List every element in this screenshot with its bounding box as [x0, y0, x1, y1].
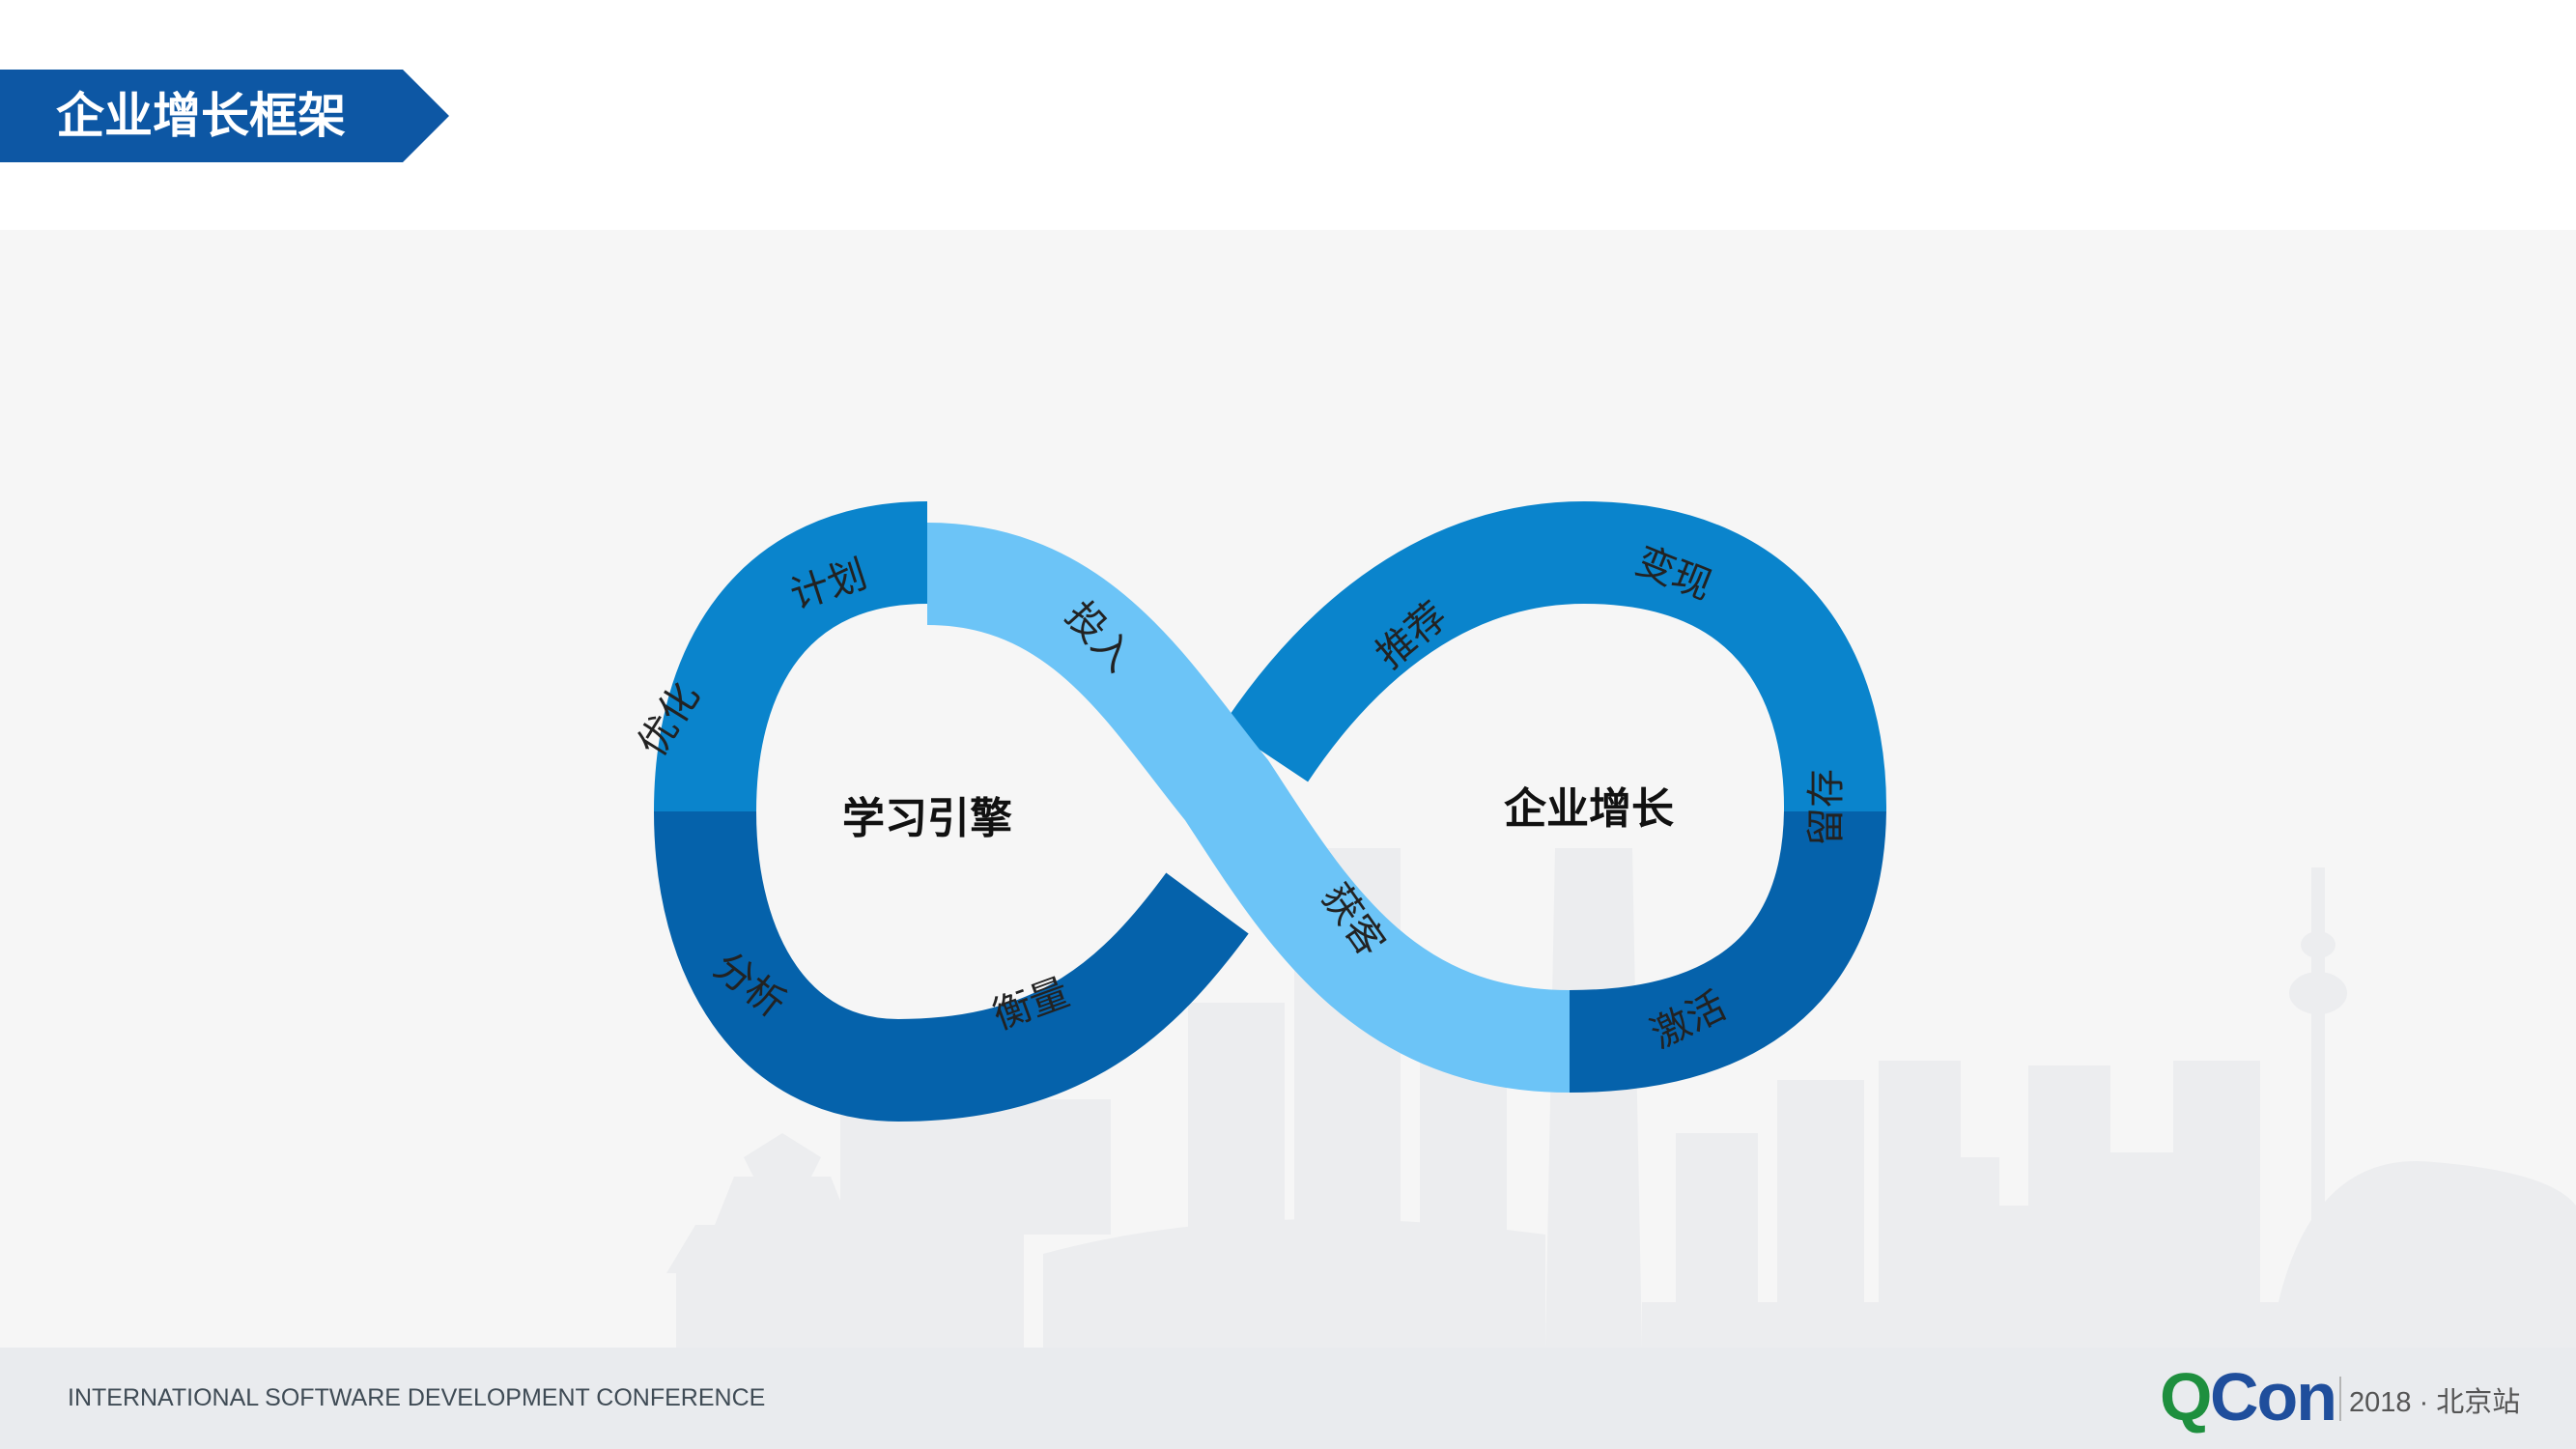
conference-name: INTERNATIONAL SOFTWARE DEVELOPMENT CONFE… [68, 1384, 766, 1411]
crossing-band [925, 523, 1571, 1093]
qcon-logo-q: Q [2160, 1359, 2213, 1435]
qcon-logo-con: Con [2210, 1359, 2337, 1435]
stage-retain-label: 留存 [1804, 769, 1849, 846]
qcon-edition-label: 2018 · 北京站 [2349, 1387, 2521, 1418]
left-loop [653, 501, 1249, 1122]
right-loop-label: 企业增长 [1504, 784, 1674, 834]
title-banner [0, 70, 449, 162]
content-area [0, 230, 2576, 1348]
right-loop [1222, 500, 1887, 1093]
city-skyline-background [666, 848, 2576, 1348]
page-title: 企业增长框架 [56, 88, 346, 144]
footer-bar: INTERNATIONAL SOFTWARE DEVELOPMENT CONFE… [0, 1348, 2576, 1449]
logo-divider [2339, 1377, 2341, 1421]
left-loop-label: 学习引擎 [842, 794, 1012, 843]
